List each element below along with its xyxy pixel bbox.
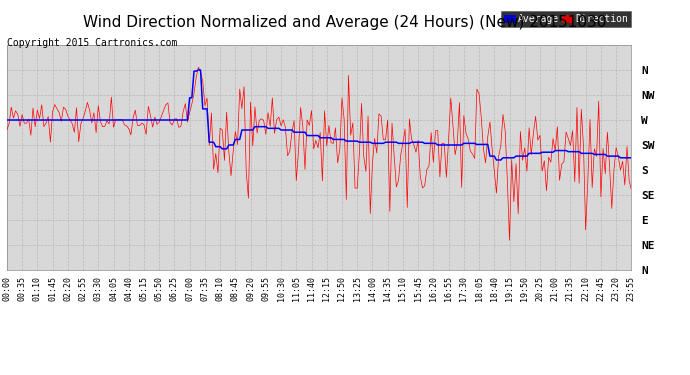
Text: Copyright 2015 Cartronics.com: Copyright 2015 Cartronics.com: [7, 38, 177, 48]
Text: Wind Direction Normalized and Average (24 Hours) (New) 20151030: Wind Direction Normalized and Average (2…: [83, 15, 607, 30]
Legend: Average, Direction: Average, Direction: [502, 11, 631, 27]
